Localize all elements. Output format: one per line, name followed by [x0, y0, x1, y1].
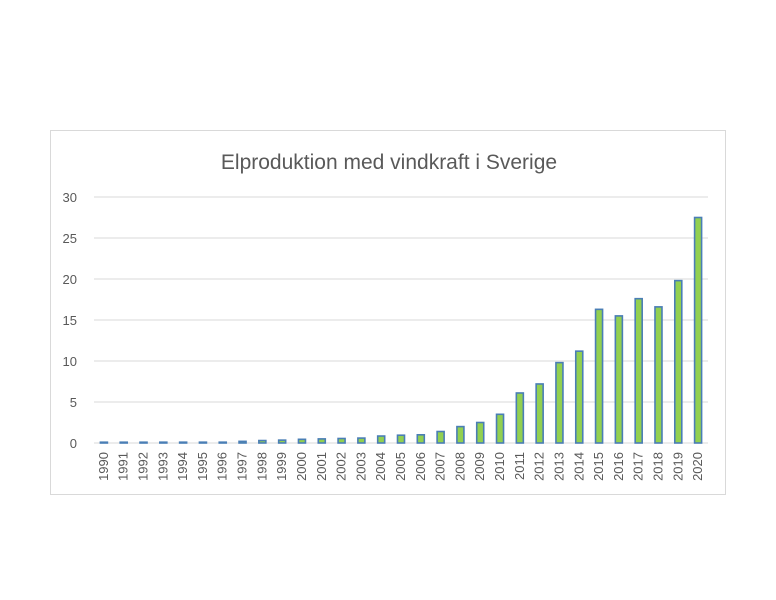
- x-tick-label: 2004: [373, 452, 388, 481]
- x-tick-label: 2018: [650, 452, 665, 481]
- x-tick-label: 1994: [175, 452, 190, 481]
- x-tick-label: 2006: [413, 452, 428, 481]
- bar-2004: [376, 435, 386, 444]
- bar-2014: [574, 350, 584, 444]
- bar-1997: [238, 440, 247, 444]
- y-tick-label: 15: [63, 313, 77, 328]
- bar-1991: [119, 441, 129, 444]
- x-tick-label: 2003: [353, 452, 368, 481]
- x-tick-label: 2007: [433, 452, 448, 481]
- y-tick-label: 0: [70, 436, 77, 451]
- x-tick-label: 2011: [512, 452, 527, 480]
- bar-2005: [396, 434, 406, 444]
- bar-2011: [515, 392, 525, 444]
- y-tick-label: 5: [70, 395, 77, 410]
- x-tick-label: 1997: [235, 452, 250, 481]
- y-tick-label: 30: [63, 190, 77, 205]
- x-tick-label: 1998: [254, 452, 269, 481]
- bar-2012: [535, 383, 544, 444]
- x-tick-label: 2015: [591, 452, 606, 481]
- bar-1993: [159, 441, 168, 444]
- bar-2019: [673, 279, 683, 444]
- x-tick-label: 2009: [472, 452, 487, 481]
- bar-2018: [654, 306, 663, 444]
- x-tick-label: 1990: [96, 452, 111, 481]
- bar-2009: [475, 421, 485, 444]
- x-tick-label: 2012: [532, 452, 547, 481]
- bar-2015: [594, 308, 604, 444]
- bar-1990: [99, 441, 109, 444]
- x-tick-label: 2005: [393, 452, 408, 481]
- chart-container: Elproduktion med vindkraft i Sverige 0 5 1…: [50, 130, 726, 495]
- bar-2001: [317, 438, 327, 444]
- x-tick-label: 2008: [452, 452, 467, 481]
- y-axis-ticks: 0 5 10 15 20 25 30: [63, 190, 77, 451]
- bar-1994: [178, 441, 188, 444]
- y-tick-label: 20: [63, 272, 77, 287]
- y-tick-label: 10: [63, 354, 77, 369]
- y-tick-label: 25: [63, 231, 77, 246]
- bar-2016: [614, 315, 624, 444]
- x-tick-label: 2000: [294, 452, 309, 481]
- bar-1998: [258, 439, 267, 444]
- x-tick-label: 2002: [334, 452, 349, 481]
- x-axis-ticks: 1990 1991 1992 1993 1994 1995 1996 1997 1998 1999…: [96, 452, 705, 481]
- x-tick-label: 1995: [195, 452, 210, 481]
- bar-1999: [277, 439, 287, 444]
- bar-2010: [495, 413, 505, 444]
- bar-1995: [198, 441, 208, 444]
- bar-1996: [218, 441, 228, 444]
- bar-2002: [337, 437, 346, 444]
- x-tick-label: 2016: [611, 452, 626, 481]
- x-tick-label: 2017: [631, 452, 646, 481]
- bar-2008: [456, 425, 465, 444]
- x-tick-label: 2014: [571, 452, 586, 481]
- x-tick-label: 1996: [215, 452, 230, 481]
- x-tick-label: 1993: [155, 452, 170, 481]
- x-tick-label: 1992: [136, 452, 151, 481]
- x-tick-label: 1999: [274, 452, 289, 481]
- bar-2003: [357, 437, 366, 444]
- bars: [99, 216, 703, 444]
- bar-1992: [139, 441, 148, 444]
- bar-2017: [634, 297, 643, 444]
- chart-title: Elproduktion med vindkraft i Sverige: [221, 151, 557, 174]
- bar-2000: [297, 438, 307, 444]
- bar-2007: [436, 430, 445, 444]
- x-tick-label: 2019: [670, 452, 685, 481]
- bar-2013: [555, 361, 564, 444]
- x-tick-label: 2013: [551, 452, 566, 481]
- bar-2006: [416, 433, 426, 444]
- x-tick-label: 2001: [314, 452, 329, 481]
- x-tick-label: 1991: [116, 452, 131, 481]
- bar-2020: [693, 216, 703, 444]
- x-tick-label: 2020: [690, 452, 705, 481]
- x-tick-label: 2010: [492, 452, 507, 481]
- bar-chart: Elproduktion med vindkraft i Sverige 0 5 1…: [63, 151, 708, 481]
- gridlines: [94, 196, 708, 444]
